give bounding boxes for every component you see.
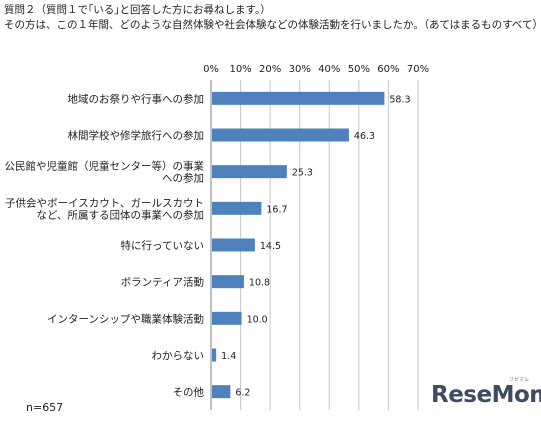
sample-size: n=657 xyxy=(26,401,64,414)
bar xyxy=(212,348,217,362)
question-title: 質問２（質問１で｢いる｣と回答した方にお尋ねします。） xyxy=(4,4,271,16)
bar xyxy=(212,165,287,179)
bar xyxy=(212,311,242,325)
bar xyxy=(212,128,349,142)
question-subtitle: その方は、この１年間、どのような自然体験や社会体験などの体験活動を行いましたか。… xyxy=(4,19,541,31)
bar xyxy=(212,238,255,252)
x-tick-label: 10% xyxy=(229,64,251,75)
data-label: 46.3 xyxy=(354,131,375,142)
category-label: 林間学校や修学旅行への参加 xyxy=(68,129,205,142)
category-label: ボランティア活動 xyxy=(121,276,204,289)
data-label: 1.4 xyxy=(221,351,236,362)
x-tick-label: 30% xyxy=(289,64,311,75)
data-label: 25.3 xyxy=(292,168,313,179)
category-label: インターンシップや職業体験活動 xyxy=(47,312,204,325)
x-tick-label: 70% xyxy=(407,64,429,75)
category-label: 特に行っていない xyxy=(121,239,204,252)
data-label: 10.8 xyxy=(249,278,270,289)
x-tick-label: 60% xyxy=(377,64,399,75)
resemom-logo: ReseMom xyxy=(431,382,541,408)
x-tick-label: 40% xyxy=(318,64,340,75)
category-label: わからない xyxy=(152,350,205,362)
bar xyxy=(212,275,244,289)
data-label: 58.3 xyxy=(389,94,410,105)
data-label: 16.7 xyxy=(266,204,287,215)
category-label: 地域のお祭りや行事への参加 xyxy=(68,92,205,105)
category-label: その他 xyxy=(173,386,205,399)
x-tick-label: 20% xyxy=(259,64,281,75)
x-tick-label: 50% xyxy=(348,64,370,75)
category-label: 子供会やボーイスカウト、ガールスカウトなど、所属する団体の事業への参加 xyxy=(5,196,204,221)
category-label: 公民館や児童館（児童センター等）の事業への参加 xyxy=(5,160,205,185)
x-tick-label: 0% xyxy=(203,64,219,75)
data-label: 6.2 xyxy=(235,388,250,399)
bar xyxy=(212,201,262,215)
data-label: 14.5 xyxy=(260,241,281,252)
resemom-logo-subtext: リセマム xyxy=(509,377,530,383)
bar xyxy=(212,385,231,399)
bar xyxy=(212,91,385,105)
data-label: 10.0 xyxy=(247,314,268,325)
